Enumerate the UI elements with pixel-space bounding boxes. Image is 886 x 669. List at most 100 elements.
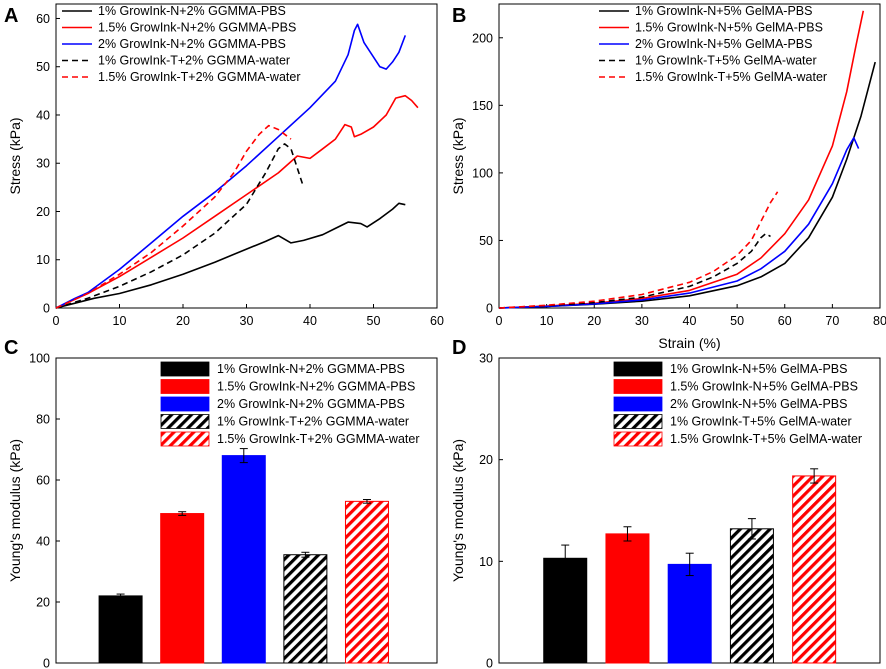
y-tick-label: 80: [36, 413, 50, 427]
legend-swatch: [160, 414, 210, 429]
y-tick-label: 10: [479, 555, 493, 569]
y-axis-label: Stress (kPa): [450, 117, 466, 194]
x-tick-label: 60: [430, 314, 444, 328]
y-axis-label: Young's modulus (kPa): [7, 439, 23, 582]
panel-b: B 0 50 100 150 200 Stress (kPa) 0 10 20 30 40 50 60 70…: [450, 3, 886, 351]
x-tick-label: 60: [778, 314, 792, 328]
legend-label: 1.5% GrowInk-T+2% GGMMA-water: [217, 432, 419, 446]
x-tick-label: 0: [53, 314, 60, 328]
legend-label: 1.5% GrowInk-N+5% GelMA-PBS: [670, 380, 858, 394]
panel-letter: B: [452, 5, 466, 27]
y-tick-label: 20: [479, 453, 493, 467]
legend-swatch: [613, 396, 663, 412]
x-tick-label: 40: [303, 314, 317, 328]
legend-label: 1% GrowInk-N+5% GelMA-PBS: [670, 362, 847, 376]
series-line: [55, 124, 292, 309]
legend-label: 1% GrowInk-T+2% GGMMA-water: [217, 415, 409, 429]
y-tick-label: 50: [479, 234, 493, 248]
legend-label: 1.5% GrowInk-N+2% GGMMA-PBS: [98, 21, 296, 35]
x-tick-label: 20: [587, 314, 601, 328]
bar: [160, 513, 205, 664]
bar: [221, 455, 266, 664]
legend-swatch: [160, 361, 210, 377]
legend-label: 1.5% GrowInk-N+2% GGMMA-PBS: [217, 380, 415, 394]
x-tick-label: 10: [113, 314, 127, 328]
y-tick-label: 40: [36, 535, 50, 549]
legend-swatch: [160, 379, 210, 394]
panel-letter: D: [452, 337, 466, 359]
y-axis-label: Young's modulus (kPa): [450, 439, 466, 582]
series-line: [55, 143, 305, 309]
legend-label: 1.5% GrowInk-T+2% GGMMA-water: [98, 70, 300, 84]
legend-swatch: [613, 431, 663, 447]
y-tick-label: 0: [486, 657, 493, 669]
x-tick-label: 10: [540, 314, 554, 328]
y-tick-label: 40: [36, 108, 50, 122]
series-line: [55, 202, 406, 309]
legend-label: 1% GrowInk-T+5% GelMA-water: [635, 54, 817, 68]
x-tick-label: 70: [825, 314, 839, 328]
series-line: [55, 94, 419, 309]
legend-label: 2% GrowInk-N+2% GGMMA-PBS: [98, 37, 286, 51]
panel-a: A 0 10 20 30 40 50 60 Stress (kPa) 0 10 20 30 40 50 60 1…: [4, 3, 444, 328]
series-line: [498, 137, 860, 309]
legend-swatch: [613, 379, 663, 394]
x-tick-label: 80: [873, 314, 886, 328]
legend-label: 1% GrowInk-T+2% GGMMA-water: [98, 54, 290, 68]
y-axis-label: Stress (kPa): [7, 117, 23, 194]
y-tick-label: 0: [43, 302, 50, 316]
x-tick-label: 50: [367, 314, 381, 328]
y-tick-label: 50: [36, 60, 50, 74]
panel-letter: A: [4, 5, 18, 27]
x-tick-label: 50: [730, 314, 744, 328]
y-tick-label: 30: [479, 352, 493, 366]
legend-swatch: [160, 431, 210, 447]
y-tick-label: 60: [36, 12, 50, 26]
bar: [344, 500, 389, 664]
legend-label: 1.5% GrowInk-T+5% GelMA-water: [635, 70, 827, 84]
panel-d: D 0 10 20 30 Young's modulus (kPa) 1% GrowInk-…: [450, 337, 881, 669]
bar: [98, 595, 143, 664]
legend-label: 1% GrowInk-T+5% GelMA-water: [670, 415, 852, 429]
x-tick-label: 30: [635, 314, 649, 328]
series-line: [498, 191, 779, 309]
legend-swatch: [160, 396, 210, 412]
y-tick-label: 0: [486, 302, 493, 316]
bar: [605, 533, 650, 664]
legend-label: 1% GrowInk-N+2% GGMMA-PBS: [98, 4, 286, 18]
y-tick-label: 200: [472, 31, 493, 45]
legend-swatch: [613, 414, 663, 429]
y-tick-label: 30: [36, 157, 50, 171]
x-tick-label: 30: [240, 314, 254, 328]
x-tick-label: 40: [683, 314, 697, 328]
legend-label: 2% GrowInk-N+2% GGMMA-PBS: [217, 397, 405, 411]
legend-label: 2% GrowInk-N+5% GelMA-PBS: [635, 37, 812, 51]
series-line: [55, 23, 407, 309]
bar: [543, 557, 588, 664]
y-tick-label: 20: [36, 205, 50, 219]
legend-label: 1.5% GrowInk-T+5% GelMA-water: [670, 432, 862, 446]
bar: [283, 554, 328, 664]
panel-letter: C: [4, 337, 18, 359]
bar: [792, 475, 837, 664]
y-tick-label: 60: [36, 474, 50, 488]
bar: [729, 528, 774, 664]
legend-swatch: [613, 361, 663, 377]
y-tick-label: 0: [43, 657, 50, 669]
y-tick-label: 100: [29, 352, 50, 366]
bar: [667, 563, 712, 664]
y-tick-label: 150: [472, 99, 493, 113]
y-tick-label: 100: [472, 166, 493, 180]
legend-label: 1.5% GrowInk-N+5% GelMA-PBS: [635, 21, 823, 35]
x-tick-label: 0: [496, 314, 503, 328]
legend-label: 1% GrowInk-N+2% GGMMA-PBS: [217, 362, 405, 376]
panel-c: C 0 20 40 60 80 100 Young's modulus (kPa) 1% Gro…: [4, 337, 438, 669]
x-axis-label: Strain (%): [658, 335, 720, 351]
legend-label: 1% GrowInk-N+5% GelMA-PBS: [635, 4, 812, 18]
x-tick-label: 20: [176, 314, 190, 328]
y-tick-label: 20: [36, 596, 50, 610]
y-tick-label: 10: [36, 253, 50, 267]
series-line: [498, 61, 876, 309]
legend-label: 2% GrowInk-N+5% GelMA-PBS: [670, 397, 847, 411]
